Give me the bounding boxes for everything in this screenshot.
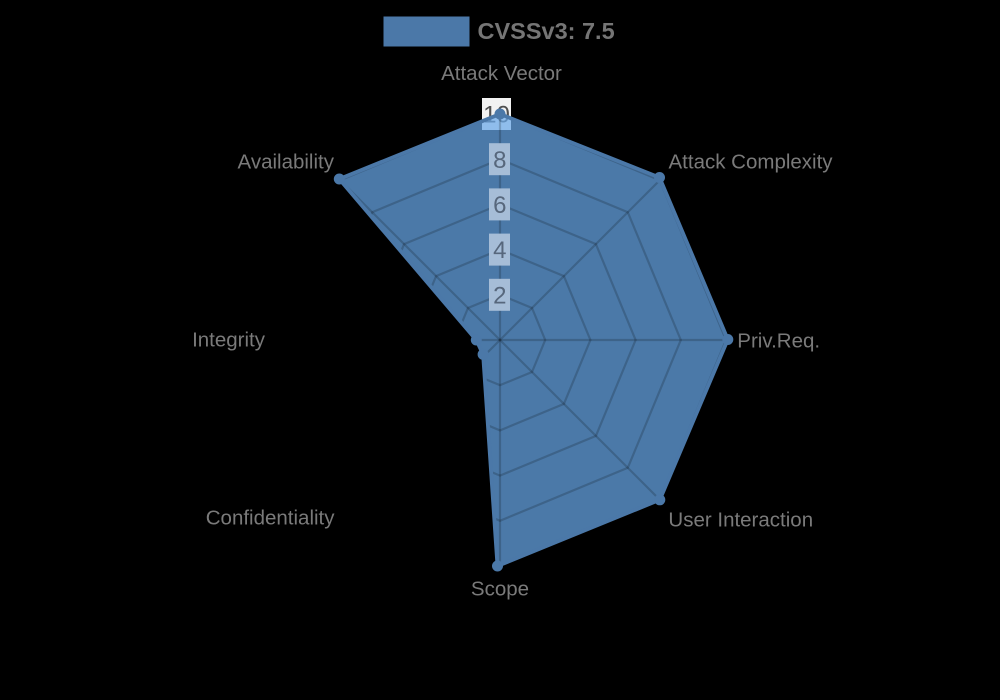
svg-text:2: 2 [493, 282, 506, 309]
svg-text:6: 6 [493, 192, 506, 219]
svg-text:Availability: Availability [238, 150, 335, 173]
svg-text:Priv.Req.: Priv.Req. [737, 330, 820, 353]
svg-text:8: 8 [493, 147, 506, 174]
svg-text:Confidentiality: Confidentiality [206, 507, 336, 530]
svg-text:Integrity: Integrity [192, 328, 266, 351]
svg-text:4: 4 [493, 237, 506, 264]
svg-text:User Interaction: User Interaction [668, 509, 813, 532]
svg-text:CVSSv3: 7.5: CVSSv3: 7.5 [478, 18, 615, 44]
svg-text:Scope: Scope [471, 578, 529, 601]
svg-text:Attack Vector: Attack Vector [441, 62, 562, 85]
svg-text:Attack Complexity: Attack Complexity [669, 151, 834, 174]
